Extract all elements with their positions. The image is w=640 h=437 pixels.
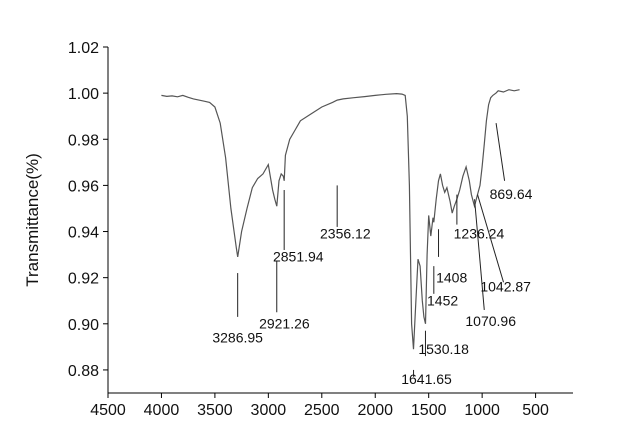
x-tick-label: 4000 bbox=[144, 402, 180, 419]
y-tick-label: 0.96 bbox=[68, 178, 99, 195]
x-ticks bbox=[107, 393, 537, 398]
peak-label: 3286.95 bbox=[212, 329, 263, 345]
peak-label: 1641.65 bbox=[401, 371, 452, 387]
y-ticks bbox=[103, 46, 108, 371]
x-tick-label: 500 bbox=[522, 402, 549, 419]
y-tick-label: 1.02 bbox=[68, 40, 99, 57]
y-tick-label: 0.88 bbox=[68, 363, 99, 380]
peak-label: 1236.24 bbox=[454, 225, 505, 241]
y-tick-labels: 0.88 0.90 0.92 0.94 0.96 0.98 1.00 1.02 bbox=[68, 40, 99, 380]
x-tick-label: 1000 bbox=[464, 402, 500, 419]
peak-leader-line bbox=[477, 194, 504, 283]
x-tick-labels: 4500 4000 3500 3000 2500 2000 1500 1000 500 bbox=[90, 402, 549, 419]
y-tick-label: 0.94 bbox=[68, 225, 99, 242]
x-tick-label: 4500 bbox=[90, 402, 126, 419]
peak-label: 2356.12 bbox=[320, 225, 371, 241]
x-tick-label: 3500 bbox=[197, 402, 233, 419]
x-tick-label: 2000 bbox=[357, 402, 393, 419]
spectrum-series-line bbox=[161, 89, 520, 350]
y-tick-label: 0.90 bbox=[68, 317, 99, 334]
peak-label: 1070.96 bbox=[465, 313, 516, 329]
peak-leader-line bbox=[474, 199, 485, 311]
y-tick-label: 0.92 bbox=[68, 271, 99, 288]
peak-label: 869.64 bbox=[490, 186, 533, 202]
x-tick-label: 1500 bbox=[411, 402, 447, 419]
peak-label: 1042.87 bbox=[480, 279, 531, 295]
peak-leader-line bbox=[495, 123, 506, 181]
x-tick-label: 3000 bbox=[251, 402, 287, 419]
y-tick-label: 1.00 bbox=[68, 86, 99, 103]
peak-label: 1452 bbox=[427, 292, 458, 308]
peak-label: 2851.94 bbox=[273, 249, 324, 265]
peak-label: 1530.18 bbox=[418, 341, 469, 357]
peak-label: 2921.26 bbox=[259, 315, 310, 331]
x-tick-label: 2500 bbox=[304, 402, 340, 419]
peak-label: 1408 bbox=[436, 269, 467, 285]
y-axis-title: Transmittance(%) bbox=[23, 153, 42, 287]
y-tick-label: 0.98 bbox=[68, 132, 99, 149]
